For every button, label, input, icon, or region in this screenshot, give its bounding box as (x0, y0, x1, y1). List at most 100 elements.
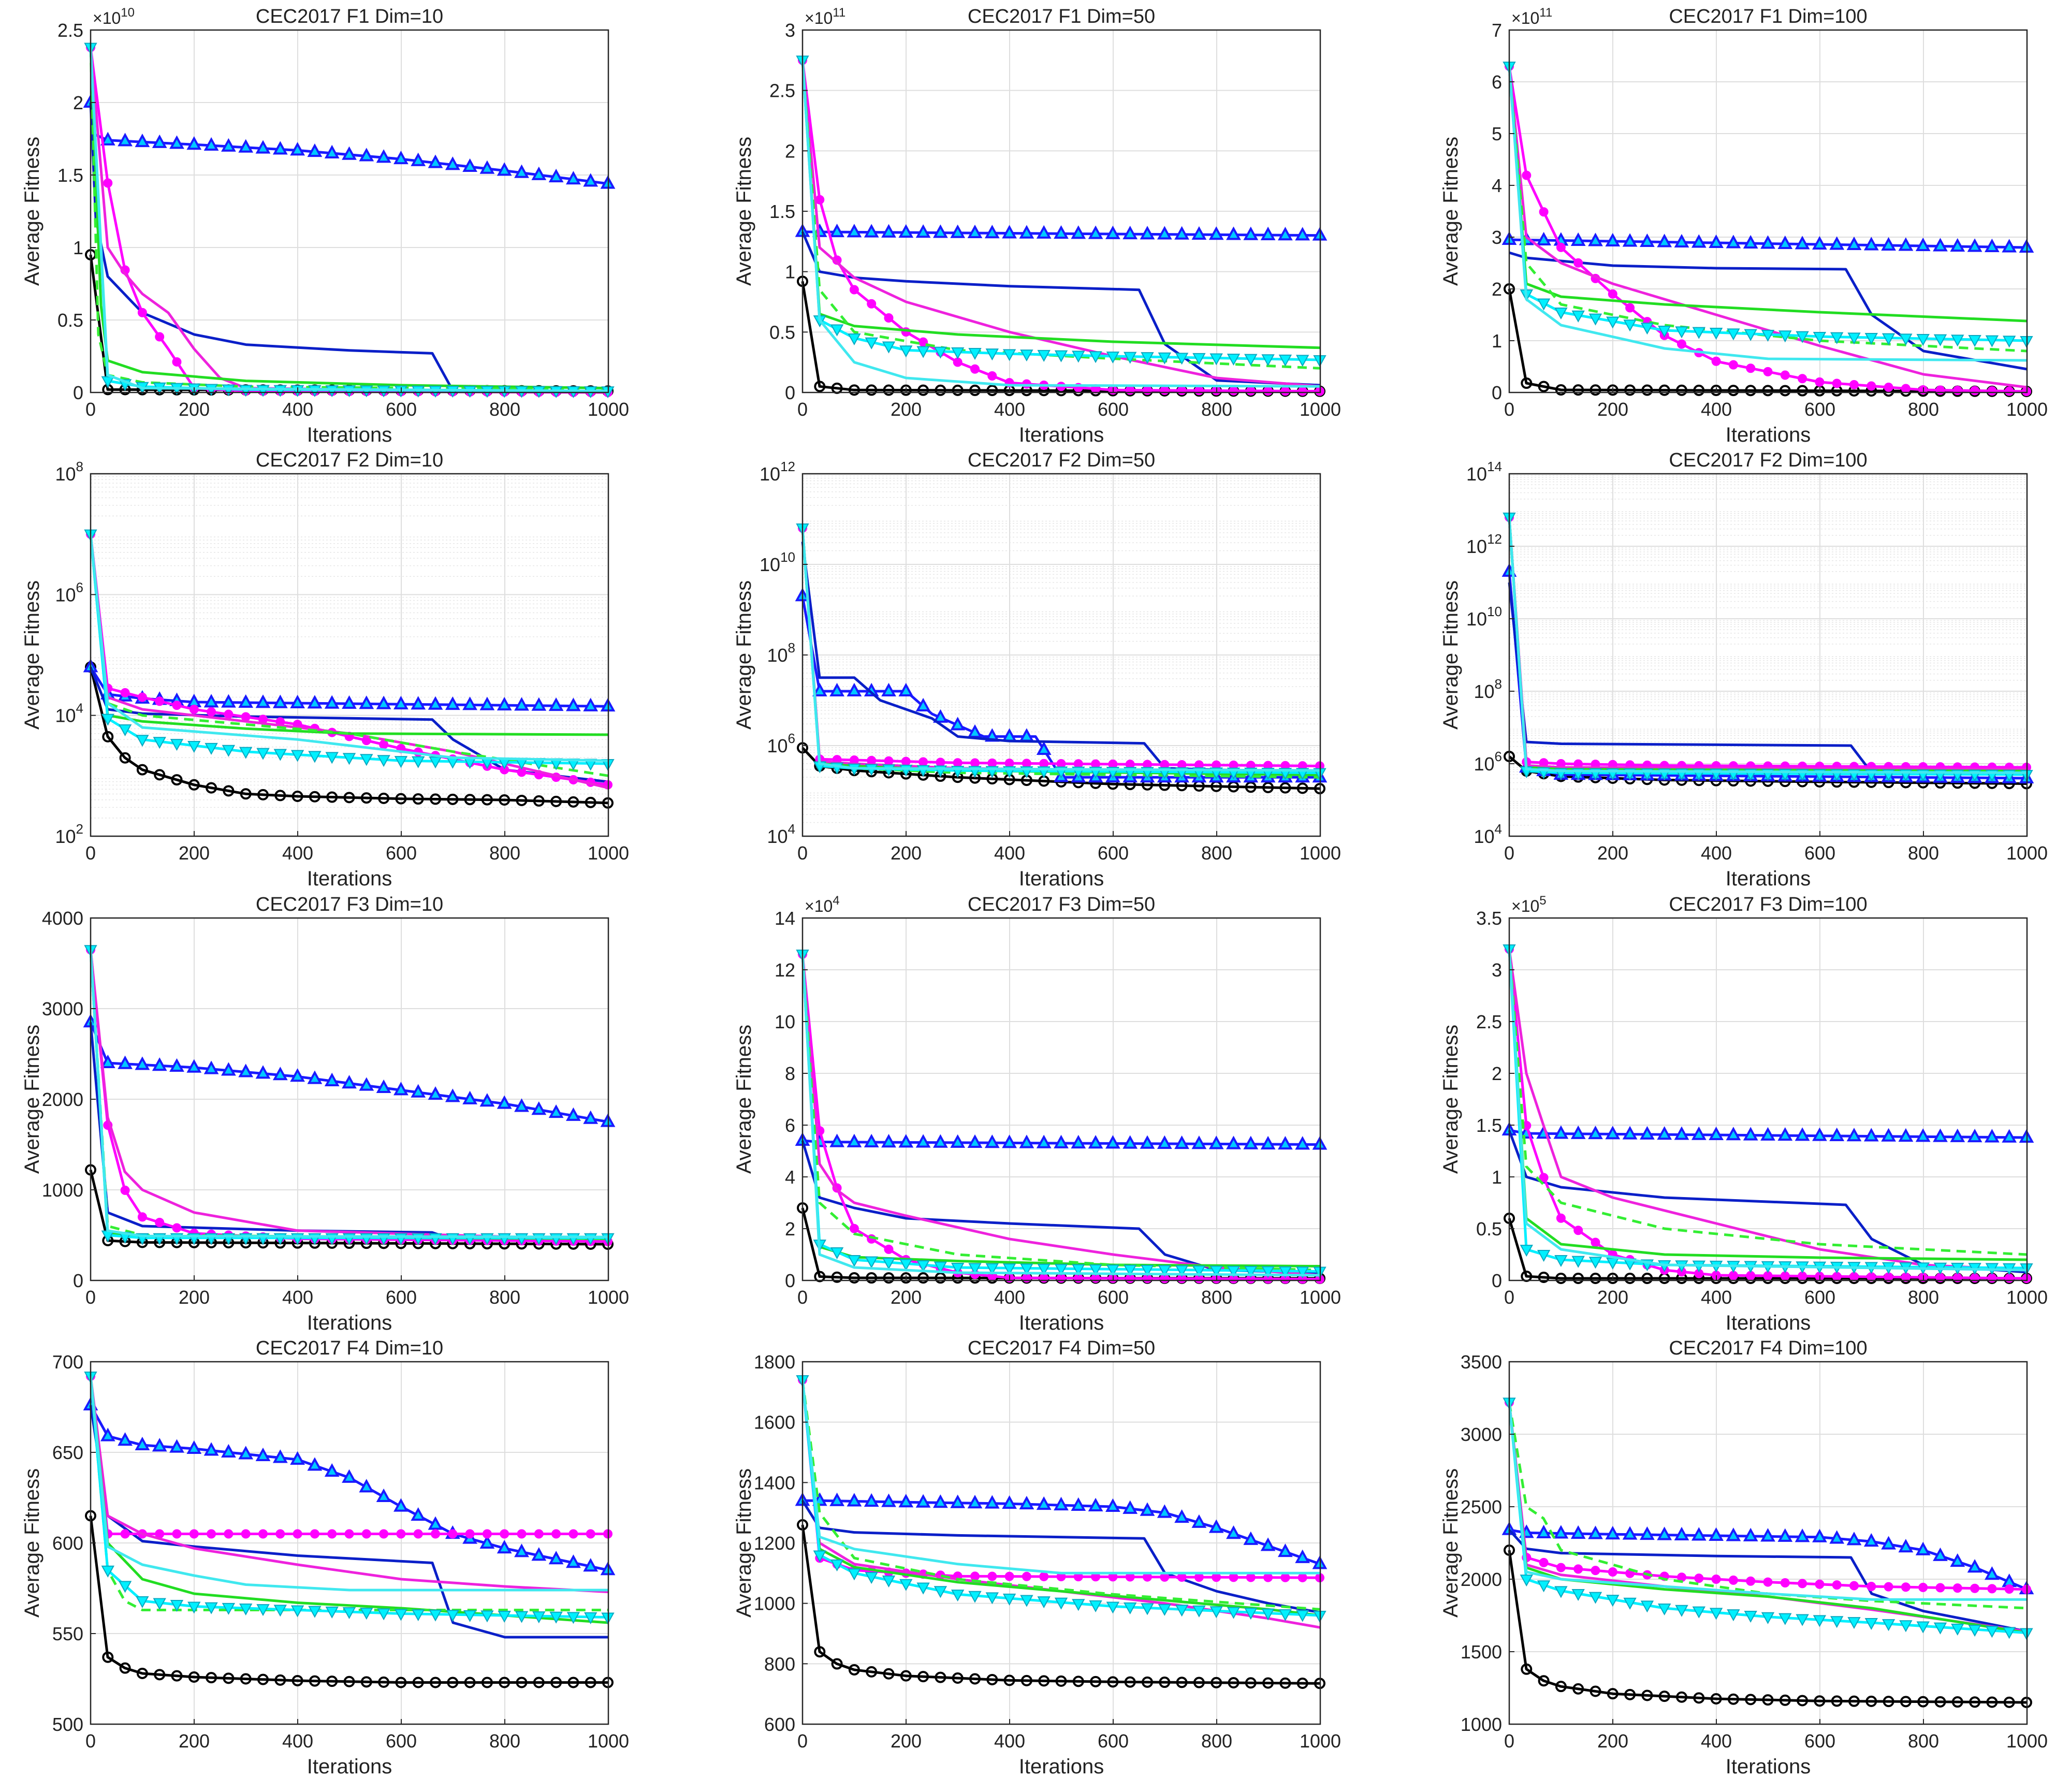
marker-black-circle (935, 1671, 946, 1683)
y-tick-label: 108 (767, 640, 795, 666)
marker-cyan-triangle (1727, 1609, 1740, 1622)
marker-blue-triangle (1208, 1135, 1224, 1149)
marker-magenta-dot (379, 739, 389, 749)
marker-blue-triangle (290, 1068, 305, 1082)
marker-black-circle (585, 796, 596, 808)
marker-cyan-triangle (101, 376, 114, 388)
marker-black-circle (257, 1673, 269, 1685)
y-axis-label: Average Fitness (1439, 580, 1462, 730)
marker-blue-triangle (1122, 1500, 1138, 1514)
marker-magenta-dot (172, 1223, 182, 1233)
marker-blue-triangle (1657, 1526, 1672, 1540)
marker-magenta-dot (1952, 1583, 1962, 1593)
marker-black-circle (1641, 384, 1653, 396)
marker-black-circle (309, 791, 320, 803)
marker-black-circle (1779, 385, 1791, 397)
marker-blue-triangle (1226, 1135, 1241, 1149)
x-axis-label: Iterations (1726, 867, 1811, 890)
y-tick-label: 2 (785, 1218, 795, 1240)
marker-magenta-dot (1849, 1581, 1859, 1591)
marker-blue-triangle (1570, 1525, 1586, 1539)
marker-black-circle (831, 1271, 843, 1283)
y-tick-label: 2.5 (57, 20, 83, 41)
marker-cyan-triangle (1658, 1603, 1671, 1616)
marker-blue-triangle (915, 1134, 931, 1148)
marker-black-circle (223, 1672, 235, 1684)
y-tick-label: 0 (785, 1270, 795, 1291)
axes-frame (1508, 1361, 2028, 1725)
y-tick-label: 108 (55, 459, 83, 485)
marker-blue-triangle (1863, 1128, 1879, 1142)
marker-blue-triangle (583, 173, 599, 187)
series-line-magenta-line (1508, 949, 2028, 1272)
x-tick-label: 400 (994, 1730, 1025, 1752)
marker-magenta-dot (207, 707, 216, 717)
series-line-cyan-line (89, 534, 609, 762)
series-line-green-line (89, 47, 609, 390)
marker-black-circle (1072, 1676, 1084, 1687)
marker-blue-triangle (272, 1067, 288, 1081)
marker-blue-triangle (118, 1432, 133, 1446)
marker-blue-triangle (1157, 1504, 1172, 1518)
y-tick-label: 1012 (760, 459, 795, 485)
marker-blue-triangle (186, 1059, 202, 1073)
marker-blue-triangle (1760, 235, 1775, 249)
x-tick-label: 800 (489, 1730, 520, 1752)
marker-blue-triangle (1071, 225, 1086, 239)
marker-cyan-triangle (1141, 1264, 1154, 1277)
marker-magenta-dot (344, 1529, 354, 1539)
y-tick-label: 102 (55, 821, 83, 847)
marker-cyan-triangle (463, 1610, 477, 1622)
marker-cyan-triangle (1537, 1580, 1551, 1593)
chart-title: CEC2017 F1 Dim=50 (968, 6, 1155, 27)
marker-magenta-dot (1884, 1582, 1893, 1592)
marker-cyan-triangle (985, 1263, 999, 1275)
marker-magenta-dot (379, 1529, 389, 1539)
y-tick-label: 104 (1474, 821, 1502, 847)
marker-cyan-triangle (1106, 1601, 1120, 1614)
marker-cyan-triangle (1571, 1589, 1585, 1601)
marker-blue-triangle (411, 696, 426, 710)
x-tick-label: 800 (489, 1287, 520, 1308)
marker-blue-triangle (1846, 1532, 1862, 1546)
marker-magenta-dot (901, 756, 911, 766)
series-line-cyan-line (1508, 1402, 2027, 1601)
marker-black-circle (309, 1675, 320, 1687)
marker-blue-triangle (135, 1056, 150, 1070)
marker-cyan-triangle (1158, 1265, 1171, 1277)
marker-blue-triangle (1863, 1533, 1879, 1547)
marker-blue-triangle (428, 154, 443, 168)
marker-blue-triangle (135, 1436, 150, 1450)
marker-blue-triangle (238, 1446, 254, 1460)
marker-black-circle (1676, 384, 1687, 396)
subplot-6: 0 200 400 600 800 1000 104 106 108 1010 1012 1014 CE… (1439, 449, 2048, 890)
marker-cyan-triangle (968, 1591, 982, 1603)
marker-blue-triangle (984, 225, 1000, 239)
marker-cyan-triangle (412, 756, 425, 768)
marker-blue-triangle (1140, 1135, 1155, 1149)
marker-blue-triangle (1691, 234, 1707, 248)
marker-magenta-dot (1694, 1574, 1704, 1583)
marker-cyan-triangle (916, 346, 930, 358)
marker-black-circle (1814, 1695, 1826, 1707)
marker-black-circle (257, 789, 269, 800)
marker-blue-triangle (933, 1494, 948, 1508)
marker-blue-triangle (1088, 225, 1103, 239)
marker-black-circle (1572, 1683, 1584, 1695)
marker-cyan-triangle (951, 1262, 965, 1275)
marker-blue-triangle (307, 695, 323, 709)
y-tick-label: 1014 (1466, 459, 1502, 485)
marker-blue-triangle (967, 1495, 983, 1509)
marker-blue-triangle (933, 224, 948, 238)
marker-blue-triangle (1691, 1126, 1707, 1140)
y-tick-label: 1800 (754, 1351, 795, 1373)
marker-blue-triangle (1657, 1126, 1672, 1140)
x-tick-label: 200 (179, 399, 210, 420)
marker-cyan-triangle (1588, 313, 1602, 326)
y-tick-label: 3000 (1461, 1424, 1502, 1445)
marker-blue-triangle (548, 697, 564, 711)
marker-blue-triangle (898, 224, 914, 238)
marker-blue-triangle (1019, 1134, 1034, 1148)
marker-blue-triangle (1588, 232, 1603, 246)
marker-magenta-dot (1539, 207, 1549, 217)
